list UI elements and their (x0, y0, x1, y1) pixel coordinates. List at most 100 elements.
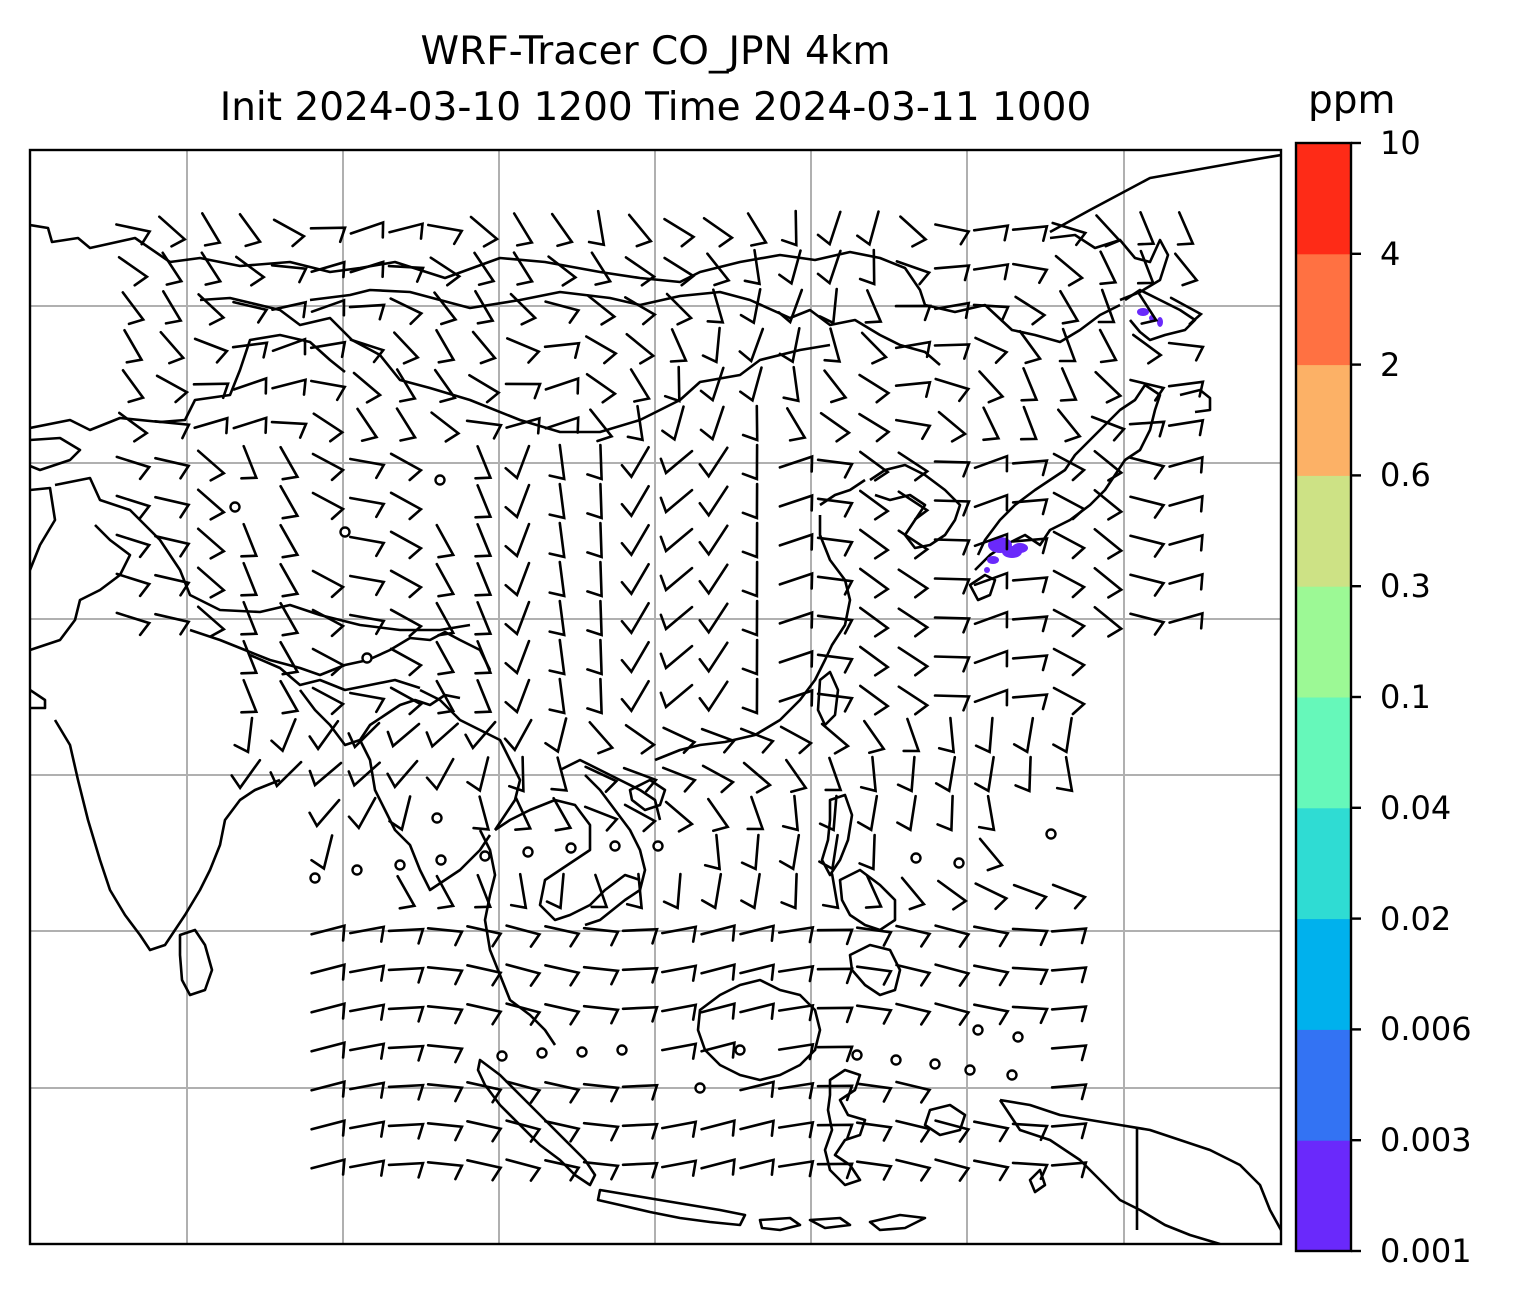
wind-barb (900, 876, 927, 911)
wind-barb (777, 1003, 815, 1022)
wind-barb (778, 688, 814, 707)
wind-barb (389, 608, 424, 638)
wind-barb (897, 451, 930, 482)
wind-barb (349, 496, 386, 519)
wind-barb (621, 1161, 659, 1179)
calm-marker (435, 854, 447, 866)
wind-barb (387, 1161, 425, 1179)
wind-barb (743, 248, 762, 286)
wind-barb (1093, 567, 1124, 599)
wind-barb (548, 560, 566, 598)
wind-barb (777, 1042, 815, 1061)
wind-barb (349, 535, 386, 558)
wind-barb (582, 1004, 620, 1025)
wind-barb (466, 964, 503, 987)
wind-barb (586, 443, 603, 481)
wind-barb (698, 563, 729, 596)
wind-barb (855, 1004, 893, 1025)
wind-barb (548, 443, 566, 481)
wind-barb (311, 491, 346, 521)
colorbar-segment (1296, 586, 1351, 698)
wind-barb (349, 964, 386, 982)
wind-barb (662, 872, 682, 910)
wind-barb (937, 716, 956, 754)
wind-barb (393, 331, 420, 365)
wind-barb (1094, 370, 1123, 404)
wind-barb (387, 1005, 425, 1023)
wind-barb (1129, 534, 1166, 558)
wind-barb (1052, 569, 1087, 599)
wind-barb (978, 837, 1005, 872)
wind-barb (389, 569, 424, 599)
wind-barb (621, 1122, 659, 1140)
wind-barb (505, 963, 542, 987)
wind-barb (349, 1120, 386, 1138)
wind-barb (308, 798, 341, 829)
wind-barb (665, 292, 694, 326)
wind-barb (389, 297, 424, 326)
wind-barb (934, 223, 971, 246)
wind-barb (583, 805, 620, 832)
wind-barb (933, 460, 971, 478)
wind-barb (1176, 211, 1195, 246)
tracer-patch (1137, 308, 1149, 316)
wind-barb (435, 523, 456, 559)
wind-barb (818, 287, 838, 325)
wind-barb (240, 600, 259, 636)
wind-barb (818, 794, 838, 832)
wind-barb (115, 533, 152, 559)
wind-barb (308, 761, 343, 788)
wind-barb (777, 1081, 815, 1100)
calm-marker (616, 1044, 628, 1056)
calm-marker (576, 1046, 588, 1058)
wind-barb (1058, 327, 1077, 363)
wind-barb (897, 607, 930, 638)
wind-barb (270, 420, 308, 439)
wind-barb (855, 1082, 893, 1103)
russia-border (30, 223, 1121, 344)
wind-barb (548, 599, 566, 637)
wind-barb (739, 1119, 775, 1137)
wind-barb (816, 928, 854, 946)
wind-barb (816, 692, 854, 713)
wind-barb (389, 647, 424, 677)
wind-barb (624, 724, 657, 755)
wind-barb (816, 1123, 854, 1141)
wind-barb (664, 800, 695, 833)
hainan-coast (628, 778, 667, 812)
wind-barb (474, 601, 493, 636)
japan-kyushu (968, 573, 997, 602)
wind-barb (347, 721, 381, 750)
tracer-patch (984, 567, 990, 573)
calm-marker (431, 812, 443, 824)
wind-barb (1137, 211, 1156, 246)
wind-barb (587, 209, 606, 247)
wind-barb (973, 610, 1009, 629)
wind-barb (349, 338, 386, 364)
wind-barb (824, 756, 843, 792)
wind-barb (279, 523, 300, 559)
wind-barb (895, 963, 932, 987)
wind-barb (1052, 686, 1087, 716)
wind-barb (621, 1083, 659, 1101)
wind-barb (895, 1119, 932, 1143)
wind-barb (972, 224, 1010, 242)
map-frame (28, 148, 1283, 1246)
wind-barb (1050, 1005, 1088, 1023)
wind-barb (586, 521, 603, 559)
calm-marker (1006, 1069, 1018, 1081)
wind-barb (349, 691, 386, 714)
wind-barb (1097, 288, 1116, 324)
colorbar-tick-label: 0.001 (1380, 1232, 1472, 1270)
wind-barb (435, 562, 456, 598)
calm-marker (496, 1050, 508, 1062)
wind-barb (973, 964, 1010, 987)
wind-barb (1011, 459, 1049, 477)
wind-barb (859, 684, 890, 716)
wind-barb (974, 716, 994, 754)
wind-barb (427, 223, 464, 246)
wind-barb (780, 209, 798, 247)
wind-barb (698, 641, 729, 674)
wind-barb (1050, 966, 1088, 984)
